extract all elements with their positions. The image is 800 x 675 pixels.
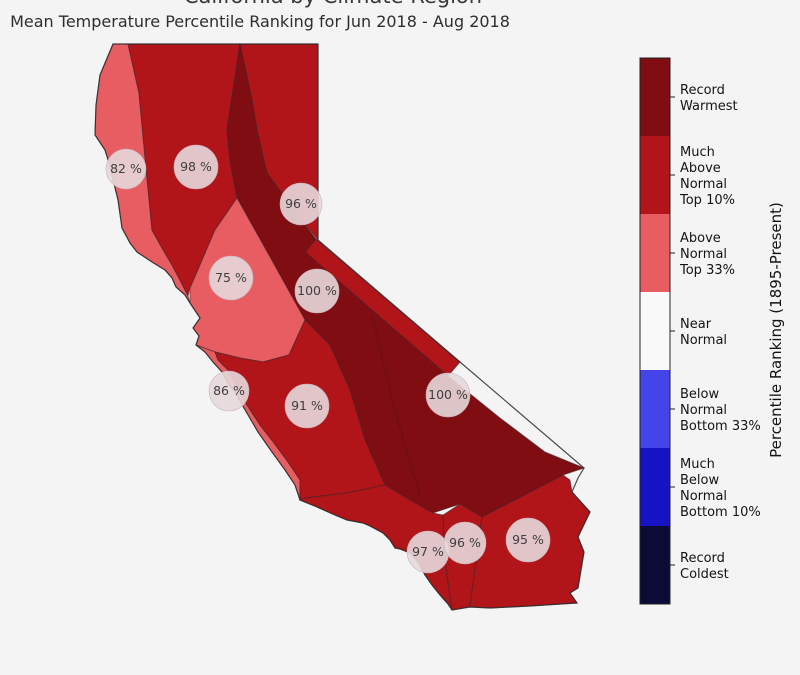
- colorbar-label-above: Above Normal Top 33%: [679, 231, 735, 278]
- badge-value-southeast-corner: 95 %: [512, 532, 544, 547]
- badge-value-central-coast: 86 %: [213, 383, 245, 398]
- badge-circle-san-joaquin: [284, 383, 330, 429]
- colorbar-label-near-normal: Near Normal: [680, 317, 727, 348]
- badge-circle-north-coast: [105, 148, 147, 190]
- colorbar-segment-near-normal: [640, 292, 670, 370]
- figure-title: California by Climate Region: [133, 0, 533, 8]
- badge-circle-southeast-corner: [505, 517, 551, 563]
- colorbar-label-record-coldest: Record Coldest: [680, 551, 729, 582]
- badge-value-north-coast: 82 %: [110, 161, 142, 176]
- sierra-desert-divider-line: [371, 314, 421, 496]
- colorbar-segment-above: [640, 214, 670, 292]
- california-state-outline: [94, 43, 591, 611]
- colorbar-segment-below: [640, 370, 670, 448]
- badge-value-central-west: 75 %: [215, 270, 247, 285]
- badge-value-san-joaquin: 91 %: [291, 398, 323, 413]
- badge-value-north-central: 98 %: [180, 159, 212, 174]
- colorbar-segment-record-warmest: [640, 58, 670, 136]
- colorbar-segment-record-coldest: [640, 526, 670, 604]
- badge-circle-central-coast: [208, 370, 250, 412]
- badge-circle-north-central: [173, 144, 219, 190]
- colorbar: Record Warmest Much Above Normal Top 10%…: [639, 57, 785, 605]
- badge-circle-northeast: [279, 182, 323, 226]
- colorbar-segment-much-above: [640, 136, 670, 214]
- badge-circle-central-west: [208, 255, 254, 301]
- figure-subtitle: Mean Temperature Percentile Ranking for …: [10, 12, 510, 31]
- badge-value-south-interior: 96 %: [449, 535, 481, 550]
- badge-value-southeast-desert: 100 %: [428, 387, 468, 402]
- percentile-badges: 82 % 98 % 96 % 75 % 100 % 86 % 91 % 100 …: [105, 144, 551, 574]
- colorbar-label-much-above: Much Above Normal Top 10%: [679, 145, 735, 208]
- badge-circle-south-interior: [443, 521, 487, 565]
- colorbar-axis-label: Percentile Ranking (1895-Present): [767, 202, 785, 458]
- colorbar-label-much-below: Much Below Normal Bottom 10%: [680, 457, 761, 520]
- colorbar-label-record-warmest: Record Warmest: [680, 83, 738, 114]
- badge-circle-sierra: [294, 268, 340, 314]
- badge-value-northeast: 96 %: [285, 196, 317, 211]
- badge-value-sierra: 100 %: [297, 283, 337, 298]
- badge-value-south-coast-west: 97 %: [412, 544, 444, 559]
- colorbar-ticks: [670, 96, 675, 566]
- badge-circle-southeast-desert: [425, 372, 471, 418]
- colorbar-segment-much-below: [640, 448, 670, 526]
- colorbar-label-below: Below Normal Bottom 33%: [680, 387, 761, 434]
